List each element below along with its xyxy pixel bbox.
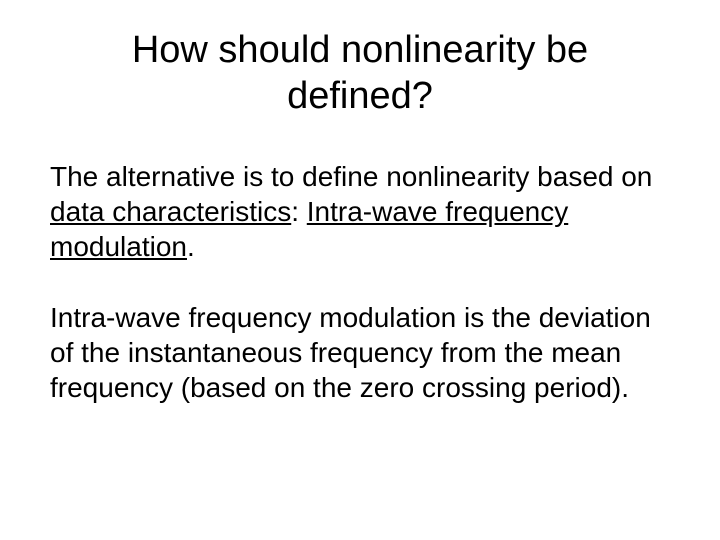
p1-text-b: :: [291, 196, 307, 227]
paragraph-1: The alternative is to define nonlinearit…: [50, 159, 670, 264]
paragraph-2: Intra-wave frequency modulation is the d…: [50, 300, 670, 405]
p1-text-a: The alternative is to define nonlinearit…: [50, 161, 652, 192]
slide-title: How should nonlinearity be defined?: [90, 28, 630, 119]
slide: How should nonlinearity be defined? The …: [0, 0, 720, 540]
p1-underline-1: data characteristics: [50, 196, 291, 227]
p1-text-c: .: [187, 231, 195, 262]
